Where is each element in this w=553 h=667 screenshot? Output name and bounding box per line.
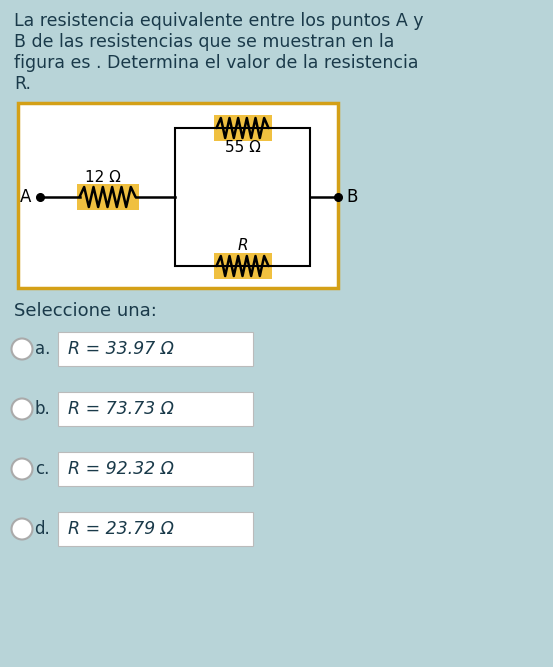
Text: d.: d. [34,520,50,538]
Bar [58,512,253,546]
Text: R = 92.32 Ω: R = 92.32 Ω [68,460,174,478]
Circle shape [12,398,33,420]
Bar [58,452,253,486]
Bar [18,103,338,288]
Text: A: A [20,188,32,206]
Bar [58,332,253,366]
Text: R = 73.73 Ω: R = 73.73 Ω [68,400,174,418]
Text: c.: c. [35,460,50,478]
Text: 55 Ω: 55 Ω [225,141,260,155]
Text: R: R [237,239,248,253]
Circle shape [12,518,33,540]
Bar [213,253,272,279]
Circle shape [12,338,33,360]
Text: R = 33.97 Ω: R = 33.97 Ω [68,340,174,358]
Bar [58,392,253,426]
Text: figura es . Determina el valor de la resistencia: figura es . Determina el valor de la res… [14,54,419,72]
Text: B: B [346,188,358,206]
Bar [76,184,138,210]
Text: 12 Ω: 12 Ω [85,169,121,185]
Text: R = 23.79 Ω: R = 23.79 Ω [68,520,174,538]
Circle shape [12,458,33,480]
Text: Seleccione una:: Seleccione una: [14,302,157,320]
Bar [175,128,310,266]
Text: a.: a. [35,340,50,358]
Text: B de las resistencias que se muestran en la: B de las resistencias que se muestran en… [14,33,394,51]
Bar [213,115,272,141]
Text: b.: b. [34,400,50,418]
Text: R.: R. [14,75,31,93]
Text: La resistencia equivalente entre los puntos A y: La resistencia equivalente entre los pun… [14,12,424,30]
